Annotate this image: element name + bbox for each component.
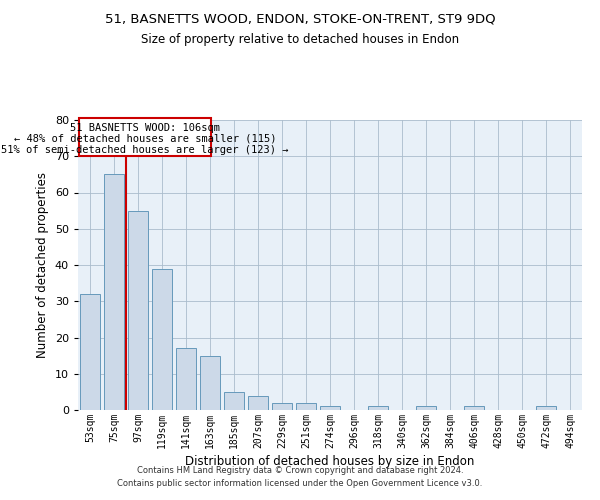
- Bar: [320, 406, 340, 410]
- Bar: [248, 396, 268, 410]
- Bar: [224, 392, 244, 410]
- Text: 51% of semi-detached houses are larger (123) →: 51% of semi-detached houses are larger (…: [1, 146, 289, 156]
- Text: Contains HM Land Registry data © Crown copyright and database right 2024.
Contai: Contains HM Land Registry data © Crown c…: [118, 466, 482, 487]
- Bar: [272, 403, 292, 410]
- Y-axis label: Number of detached properties: Number of detached properties: [36, 172, 49, 358]
- FancyBboxPatch shape: [79, 118, 211, 156]
- Bar: [536, 406, 556, 410]
- X-axis label: Distribution of detached houses by size in Endon: Distribution of detached houses by size …: [185, 455, 475, 468]
- Bar: [200, 356, 220, 410]
- Bar: [464, 406, 484, 410]
- Text: 51, BASNETTS WOOD, ENDON, STOKE-ON-TRENT, ST9 9DQ: 51, BASNETTS WOOD, ENDON, STOKE-ON-TRENT…: [104, 12, 496, 26]
- Bar: [296, 403, 316, 410]
- Bar: [416, 406, 436, 410]
- Bar: [152, 268, 172, 410]
- Text: 51 BASNETTS WOOD: 106sqm: 51 BASNETTS WOOD: 106sqm: [70, 122, 220, 132]
- Bar: [80, 294, 100, 410]
- Text: Size of property relative to detached houses in Endon: Size of property relative to detached ho…: [141, 32, 459, 46]
- Bar: [128, 210, 148, 410]
- Bar: [176, 348, 196, 410]
- Bar: [368, 406, 388, 410]
- Text: ← 48% of detached houses are smaller (115): ← 48% of detached houses are smaller (11…: [14, 134, 277, 144]
- Bar: [104, 174, 124, 410]
